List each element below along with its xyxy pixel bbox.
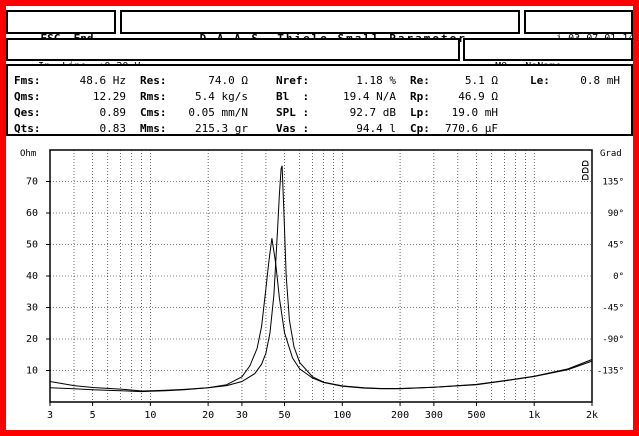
x-tick-label: 1k: [528, 410, 540, 421]
app-frame: ESC End D A A S Thiele Small Parameter i…: [6, 6, 639, 430]
param-value: 12.29: [92, 90, 126, 103]
param-value: 74.0 Ω: [208, 74, 248, 87]
y2-tick-label: 90°: [608, 209, 624, 219]
param-value: 0.83: [99, 122, 127, 135]
param-label: Cp:: [410, 122, 430, 135]
param-value: 92.7 dB: [349, 106, 396, 119]
y-tick-label: 10: [26, 366, 38, 377]
corner-marker: ᗡᗡᗡ: [579, 160, 589, 181]
param-label: Qts:: [14, 122, 41, 135]
param-value: 5.1 Ω: [464, 74, 498, 87]
x-tick-label: 20: [202, 410, 214, 421]
x-tick-label: 10: [144, 410, 156, 421]
param-value: 46.9 Ω: [458, 90, 498, 103]
x-tick-label: 5: [90, 410, 96, 421]
param-value: 0.8 mH: [580, 74, 620, 87]
y-tick-label: 40: [26, 271, 38, 282]
x-tick-label: 2k: [586, 410, 598, 421]
y2-tick-label: 0°: [613, 272, 624, 282]
series-line-1: [49, 165, 593, 392]
series-line-2: [49, 238, 593, 393]
y-tick-label: 30: [26, 303, 38, 314]
y2-tick-label: 135°: [602, 178, 624, 188]
param-value: 19.0 mH: [451, 106, 498, 119]
x-tick-label: 30: [236, 410, 248, 421]
y2-tick-label: -45°: [602, 304, 624, 314]
param-label: Mms:: [140, 122, 167, 135]
y-axis-unit: Ohm: [20, 149, 36, 159]
param-value: 5.4 kg/s: [195, 90, 248, 103]
param-label: Lp:: [410, 106, 430, 119]
param-label: Vas :: [276, 122, 310, 135]
y2-tick-label: 45°: [608, 241, 624, 251]
y-tick-label: 50: [26, 240, 38, 251]
param-value: 0.89: [99, 106, 127, 119]
impedance-chart: Ohm Grad 3 5 10 20 30 50 100 200 300 500 1k 2k 10 20 30 4…: [20, 149, 624, 421]
parameter-panel: Fms: 48.6 Hz Res: 74.0 Ω Nref: 1.18 % Re: 5.1 Ω…: [6, 64, 633, 136]
x-tick-label: 50: [278, 410, 290, 421]
x-tick-label: 200: [391, 410, 409, 421]
param-value: 770.6 µF: [445, 122, 498, 135]
param-label: Res:: [140, 74, 167, 87]
param-label: Bl :: [276, 90, 310, 103]
y2-axis-unit: Grad: [600, 149, 622, 159]
param-value: 48.6 Hz: [79, 74, 126, 87]
y-tick-label: 70: [26, 177, 38, 188]
param-label: SPL :: [276, 106, 310, 119]
x-tick-label: 300: [425, 410, 443, 421]
param-label: Nref:: [276, 74, 310, 87]
y-tick-label: 20: [26, 334, 38, 345]
y2-tick-label: -90°: [602, 335, 624, 345]
param-label: Le:: [530, 74, 550, 87]
param-label: Rms:: [140, 90, 167, 103]
param-label: Re:: [410, 74, 430, 87]
param-value: 19.4 N/A: [343, 90, 396, 103]
y-tick-label: 60: [26, 208, 38, 219]
x-tick-label: 500: [467, 410, 485, 421]
x-tick-label: 3: [47, 410, 53, 421]
param-label: Rp:: [410, 90, 430, 103]
param-label: Cms:: [140, 106, 167, 119]
param-value: 1.18 %: [356, 74, 396, 87]
y2-tick-label: -135°: [597, 367, 624, 377]
param-value: 94.4 l: [356, 122, 396, 135]
param-label: Qes:: [14, 106, 41, 119]
param-value: 215.3 gr: [195, 122, 248, 135]
param-label: Fms:: [14, 74, 41, 87]
param-label: Qms:: [14, 90, 41, 103]
param-value: 0.05 mm/N: [188, 106, 248, 119]
x-tick-label: 100: [333, 410, 351, 421]
